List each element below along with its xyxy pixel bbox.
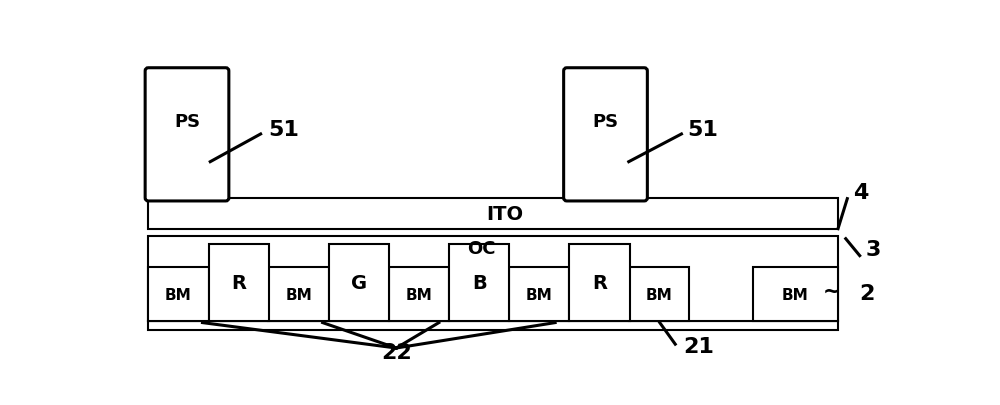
FancyBboxPatch shape: [145, 68, 229, 201]
Bar: [509, 268, 569, 321]
Text: BM: BM: [405, 287, 432, 302]
Text: R: R: [592, 273, 607, 292]
Text: BM: BM: [782, 287, 809, 302]
Bar: [268, 268, 329, 321]
Bar: [329, 245, 389, 321]
Bar: [148, 268, 209, 321]
FancyBboxPatch shape: [564, 68, 647, 201]
Bar: [148, 321, 838, 330]
Text: OC: OC: [467, 239, 496, 257]
Text: PS: PS: [174, 113, 200, 130]
Text: 2: 2: [859, 283, 874, 303]
Text: ITO: ITO: [486, 204, 523, 223]
Text: BM: BM: [525, 287, 552, 302]
Bar: [449, 245, 509, 321]
Text: 22: 22: [381, 342, 412, 362]
Text: ~: ~: [823, 281, 841, 301]
Text: PS: PS: [592, 113, 619, 130]
Text: 3: 3: [865, 240, 881, 260]
Text: 4: 4: [854, 183, 869, 203]
Text: BM: BM: [285, 287, 312, 302]
Bar: [209, 245, 269, 321]
Text: BM: BM: [646, 287, 672, 302]
Text: B: B: [472, 273, 487, 292]
Bar: [569, 245, 630, 321]
Text: BM: BM: [165, 287, 192, 302]
Text: 51: 51: [687, 119, 718, 139]
Bar: [753, 268, 838, 321]
Bar: [148, 237, 838, 321]
Text: 51: 51: [268, 119, 299, 139]
Bar: [388, 268, 449, 321]
Bar: [148, 198, 838, 229]
Text: 21: 21: [683, 337, 714, 356]
Bar: [629, 268, 689, 321]
Text: R: R: [231, 273, 246, 292]
Text: G: G: [351, 273, 367, 292]
